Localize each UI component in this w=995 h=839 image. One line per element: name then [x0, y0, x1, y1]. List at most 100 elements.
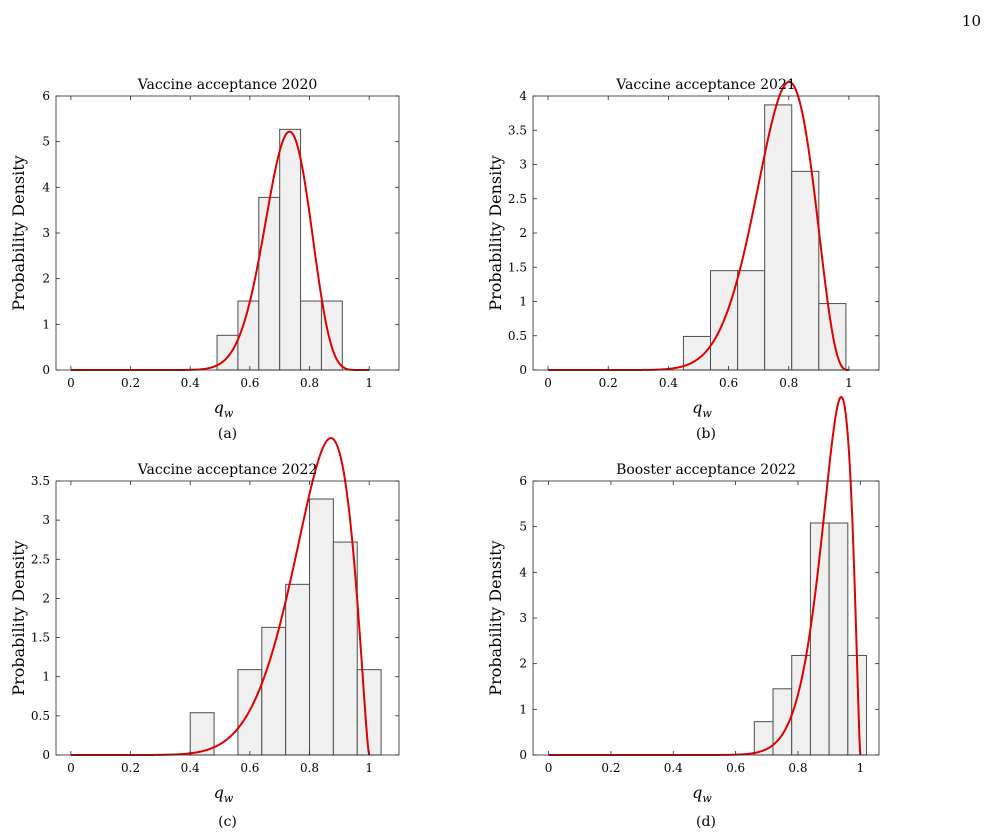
x-tick-label: 0.8	[788, 761, 807, 775]
x-axis-label-subscript: w	[702, 407, 712, 420]
chart-title: Booster acceptance 2022	[616, 462, 796, 478]
page-number: 10	[961, 12, 981, 30]
histogram-bar	[309, 498, 334, 756]
x-tick-label: 0.8	[300, 376, 319, 390]
x-axis-label: qw	[214, 783, 234, 805]
chart-panel-d: 0 0.2 0.4 0.6 0.8 1 0 1 2 3 4 5 6 Booster acceptance …	[486, 395, 880, 830]
y-tick-label: 4	[519, 89, 527, 103]
y-tick-label: 3.5	[31, 474, 50, 488]
x-tick-label: 1	[845, 376, 853, 390]
axes-frame	[55, 480, 400, 756]
y-tick-label: 3	[42, 513, 50, 527]
x-tick-label: 0.2	[599, 376, 618, 390]
y-tick-label: 1	[42, 670, 50, 684]
y-tick-label: 4	[519, 565, 527, 579]
axes-frame	[55, 95, 400, 371]
chart-panel-a: 0 0.2 0.4 0.6 0.8 1 0 1 2 3 4 5 6 Vaccine acceptance …	[9, 77, 400, 442]
y-tick-label: 5	[519, 520, 527, 534]
x-axis-label-main: q	[214, 398, 224, 417]
panel-caption: (d)	[696, 814, 716, 830]
y-tick-label: 3	[519, 158, 527, 172]
x-tick-label: 0.6	[719, 376, 738, 390]
y-tick-label: 0	[42, 748, 50, 762]
y-tick-label: 1	[42, 317, 50, 331]
y-tick-label: 2	[42, 272, 50, 286]
y-tick-label: 3	[519, 611, 527, 625]
x-tick-label: 0.8	[779, 376, 798, 390]
x-tick-label: 0.6	[240, 376, 259, 390]
x-axis-label-main: q	[692, 783, 702, 802]
histogram-bar	[828, 522, 849, 756]
y-axis-label: Probability Density	[9, 540, 28, 695]
histogram-bar	[737, 270, 766, 371]
x-tick-label: 0.4	[664, 761, 683, 775]
chart-panel-b: 0 0.2 0.4 0.6 0.8 1 0 0.5 1 1.5 2 2.5 3 3.5 4 Vaccine a…	[486, 77, 880, 442]
histogram-bar	[258, 196, 281, 371]
x-tick-label: 0.4	[181, 761, 200, 775]
x-axis-label-subscript: w	[224, 407, 234, 420]
x-tick-label: 0	[545, 761, 553, 775]
histogram-bar	[764, 104, 793, 371]
histogram-bar	[356, 669, 382, 756]
chart-title: Vaccine acceptance 2021	[615, 77, 796, 93]
y-tick-label: 0.5	[508, 329, 527, 343]
x-tick-label: 1	[365, 376, 373, 390]
y-tick-label: 6	[519, 474, 527, 488]
x-tick-label: 0.2	[121, 761, 140, 775]
x-tick-label: 0.2	[121, 376, 140, 390]
x-axis-label-subscript: w	[702, 792, 712, 805]
histogram-bar	[332, 541, 358, 756]
y-tick-label: 2	[519, 226, 527, 240]
x-axis-label-main: q	[692, 398, 702, 417]
x-tick-label: 1	[365, 761, 373, 775]
y-tick-label: 0.5	[31, 709, 50, 723]
chart-title: Vaccine acceptance 2020	[137, 77, 318, 93]
x-tick-label: 0	[67, 761, 75, 775]
histogram-bar	[216, 334, 239, 371]
histogram-bar	[285, 583, 311, 756]
y-tick-label: 0	[519, 748, 527, 762]
y-tick-label: 1.5	[508, 260, 527, 274]
histogram-bar	[791, 170, 820, 371]
x-tick-label: 0.6	[240, 761, 259, 775]
y-axis-label: Probability Density	[486, 540, 505, 695]
x-axis-label-main: q	[214, 783, 224, 802]
x-tick-label: 0.4	[659, 376, 678, 390]
x-axis-label-subscript: w	[224, 792, 234, 805]
x-tick-label: 0	[67, 376, 75, 390]
y-tick-label: 2	[519, 657, 527, 671]
y-tick-label: 5	[42, 135, 50, 149]
y-tick-label: 2	[42, 591, 50, 605]
y-tick-label: 4	[42, 180, 50, 194]
x-tick-label: 0	[544, 376, 552, 390]
y-tick-label: 1	[519, 702, 527, 716]
y-tick-label: 6	[42, 89, 50, 103]
chart-panel-c: 0 0.2 0.4 0.6 0.8 1 0 0.5 1 1.5 2 2.5 3 3.5 Vaccine ac…	[9, 437, 400, 830]
y-axis-label: Probability Density	[9, 155, 28, 310]
x-tick-label: 0.2	[601, 761, 620, 775]
x-tick-label: 1	[856, 761, 864, 775]
histogram-bar	[300, 300, 322, 371]
y-tick-label: 0	[42, 363, 50, 377]
y-axis-label: Probability Density	[486, 155, 505, 310]
y-tick-label: 1.5	[31, 631, 50, 645]
x-axis-label: qw	[692, 783, 712, 805]
y-tick-label: 2.5	[508, 192, 527, 206]
y-tick-label: 3	[42, 226, 50, 240]
y-tick-label: 0	[519, 363, 527, 377]
x-tick-label: 0.8	[300, 761, 319, 775]
x-tick-label: 0.4	[181, 376, 200, 390]
panel-caption: (b)	[696, 426, 716, 442]
y-tick-label: 1	[519, 295, 527, 309]
chart-title: Vaccine acceptance 2022	[137, 462, 318, 478]
panel-caption: (a)	[218, 426, 237, 442]
histogram-bar	[279, 128, 302, 371]
histogram-bar	[237, 669, 263, 756]
x-tick-label: 0.6	[726, 761, 745, 775]
x-axis-label: qw	[214, 398, 234, 420]
x-axis-label: qw	[692, 398, 712, 420]
y-tick-label: 3.5	[508, 123, 527, 137]
panel-caption: (c)	[218, 814, 237, 830]
y-tick-label: 2.5	[31, 552, 50, 566]
